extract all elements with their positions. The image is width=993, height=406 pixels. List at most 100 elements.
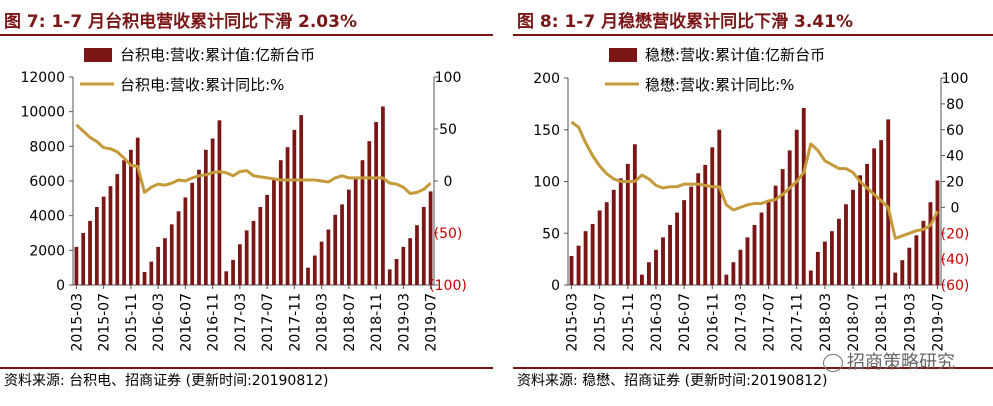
bar (251, 220, 256, 285)
x-tick-label: 2018-07 (342, 293, 358, 352)
bar (682, 200, 687, 285)
x-tick-label: 2016-03 (151, 293, 167, 352)
bar (661, 237, 665, 285)
x-tick-label: 2019-07 (424, 293, 440, 352)
bar (401, 246, 406, 285)
x-tick-label: 2018-11 (874, 293, 890, 352)
y-tick-label-left: 150 (533, 123, 560, 139)
bar (921, 220, 926, 285)
bar (646, 262, 651, 285)
bar (829, 231, 834, 285)
bar (689, 186, 694, 285)
x-tick-label: 2015-07 (97, 293, 113, 352)
chart-title: 图 8: 1-7 月稳懋营收累计同比下滑 3.41% (517, 12, 853, 32)
title-rule (0, 34, 493, 36)
bar (231, 259, 235, 285)
legend-swatch-bar (609, 48, 637, 62)
bar (801, 108, 806, 285)
x-tick-label: 2016-11 (206, 293, 222, 352)
x-tick-label: 2015-11 (124, 293, 140, 352)
bar (408, 238, 413, 285)
yoy-line (570, 120, 939, 240)
chart-winsemi: 0 50 100 150 200 (60) (40) (20) 0 20 40 60 80 100 2015… (533, 46, 970, 352)
x-tick-label: 2016-11 (705, 293, 721, 352)
x-tick-label: 2016-03 (649, 293, 665, 352)
y-tick-label-left: 100 (533, 175, 560, 191)
bar (787, 150, 792, 285)
bar (367, 141, 372, 285)
bar (312, 255, 317, 285)
bar (675, 212, 680, 285)
bar (731, 262, 736, 285)
source-note: 资料来源: 台积电、招商证券 (更新时间:20190812) (4, 373, 329, 389)
x-tick-label: 2015-11 (621, 293, 637, 352)
bar (299, 115, 304, 285)
x-tick-label: 2018-07 (846, 293, 862, 352)
x-tick-label: 2017-07 (260, 293, 276, 352)
y-tick-label-left: 12000 (20, 70, 65, 86)
bar (794, 129, 799, 285)
x-tick-label: 2018-11 (369, 293, 385, 352)
y-tick-label-right: 80 (946, 97, 964, 113)
bar (210, 138, 215, 285)
bar (935, 180, 940, 285)
legend-swatch-bar (84, 48, 112, 62)
bar (353, 176, 358, 285)
bar (278, 160, 283, 285)
chart-panel-winsemi: 图 8: 1-7 月稳懋营收累计同比下滑 3.41% 0 50 100 150 200(… (513, 0, 993, 406)
bar (611, 189, 616, 285)
bar (142, 272, 147, 285)
bar (696, 173, 701, 285)
bar (94, 207, 99, 285)
bar (745, 237, 750, 285)
bar (421, 207, 426, 285)
bar (217, 120, 222, 285)
legend-label-line: 台积电:营收:累计同比:% (120, 76, 284, 94)
bar (766, 200, 771, 285)
y-tick-label-left: 2000 (29, 243, 65, 259)
bar (81, 233, 86, 285)
bar (122, 160, 126, 285)
bar (306, 267, 310, 285)
y-tick-label-right: 40 (946, 149, 964, 165)
bar (340, 204, 344, 285)
bar (872, 148, 877, 285)
bar (822, 241, 827, 285)
bar (773, 185, 778, 285)
x-tick-label: 2018-03 (315, 293, 331, 352)
bar (326, 229, 331, 285)
y-tick-label-right: 0 (444, 174, 453, 190)
legend-label-bar: 稳懋:营收:累计值:亿新台币 (645, 46, 825, 64)
y-tick-label-right: 20 (946, 175, 964, 191)
bar (886, 119, 891, 286)
y-tick-label-left: 4000 (29, 209, 65, 225)
bar (135, 137, 140, 285)
bar (865, 163, 870, 285)
bar (101, 196, 106, 285)
y-tick-label-left: 0 (56, 278, 65, 294)
watermark-text: 招商策略研究 (847, 352, 955, 373)
y-tick-label-right: (100) (429, 278, 467, 294)
bar (108, 186, 113, 285)
bar (183, 197, 188, 285)
y-tick-label-right: 100 (435, 70, 462, 86)
chart-tsmc: 0 2000 4000 6000 8000 10000 12000 (100) (50) 0 50 1… (20, 46, 467, 352)
x-tick-label: 2018-03 (818, 293, 834, 352)
y-tick-label-right: 100 (942, 71, 969, 87)
bar (703, 164, 708, 285)
y-tick-label-right: 0 (951, 200, 960, 216)
bar (74, 246, 79, 285)
y-tick-label-left: 200 (533, 71, 560, 87)
bar (115, 174, 120, 285)
bar (169, 224, 174, 285)
y-tick-label-right: (40) (941, 252, 970, 268)
bar (163, 238, 167, 285)
y-tick-label-right: 50 (439, 122, 457, 138)
bar (808, 270, 813, 285)
bar (914, 235, 919, 285)
bar (156, 246, 161, 285)
bar (639, 274, 644, 285)
x-tick-label: 2019-03 (396, 293, 412, 352)
x-tick-label: 2017-11 (790, 293, 806, 352)
y-tick-label-left: 10000 (20, 105, 65, 121)
